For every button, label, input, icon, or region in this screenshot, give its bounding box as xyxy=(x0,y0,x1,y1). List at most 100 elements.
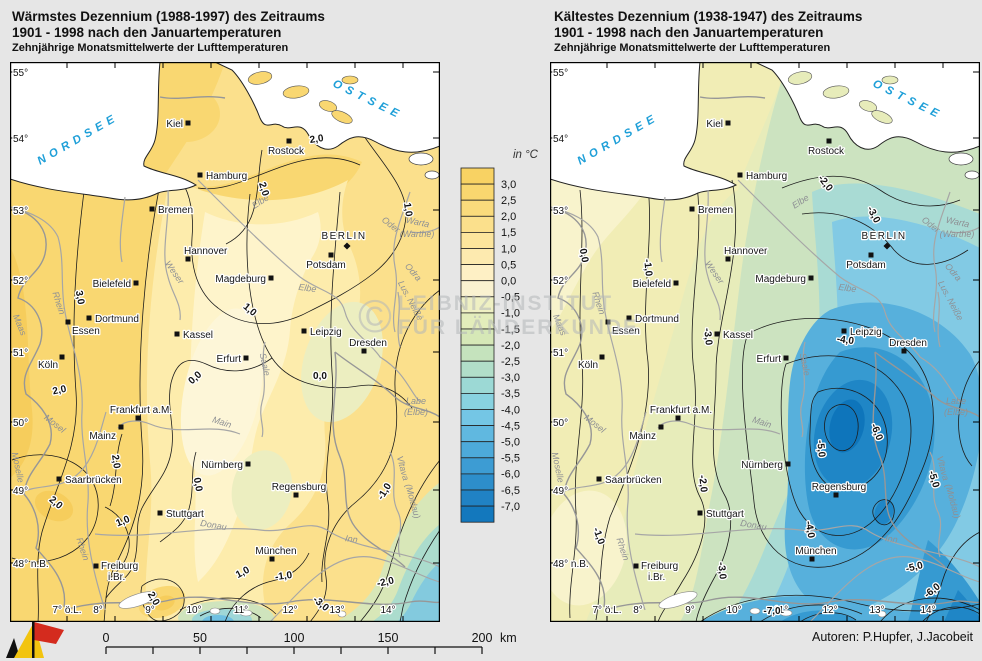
legend-swatch xyxy=(460,473,495,491)
contour-label: -1,0 xyxy=(641,259,654,278)
city-marker xyxy=(675,415,681,421)
city-label: Dresden xyxy=(349,338,387,349)
city-label: Rostock xyxy=(268,146,305,157)
city-marker xyxy=(174,331,180,337)
river-label: Saale xyxy=(798,352,813,377)
city-label: Köln xyxy=(38,360,58,371)
legend-value: 1,0 xyxy=(501,243,516,255)
city-marker xyxy=(808,275,814,281)
legend-swatch xyxy=(460,215,495,233)
latitude-label: 52° xyxy=(553,276,568,287)
longitude-label: 14° xyxy=(920,605,935,616)
legend-value: -7,0 xyxy=(501,501,520,513)
city-label: Stuttgart xyxy=(706,509,744,520)
contour-label: 2,0 xyxy=(109,454,122,470)
city-marker xyxy=(809,556,815,562)
city-label: Kassel xyxy=(183,330,213,341)
legend-swatch xyxy=(460,505,495,523)
map-cold-title-line2: 1901 - 1998 nach den Januartemperaturen xyxy=(554,25,824,40)
city-label: Leipzig xyxy=(850,327,882,338)
legend-value: -0,5 xyxy=(501,292,520,304)
latitude-label: 52° xyxy=(13,276,28,287)
scale-bar: 0 50 100 150 200 km xyxy=(6,622,517,658)
contour-label: 0,0 xyxy=(313,371,327,382)
city-label: Saarbrücken xyxy=(65,475,122,486)
legend-value: -1,0 xyxy=(501,308,520,320)
city-marker xyxy=(59,354,65,360)
city-label: Bielefeld xyxy=(93,279,131,290)
scale-unit: km xyxy=(500,631,517,645)
city-marker xyxy=(343,242,351,250)
latitude-label: 54° xyxy=(13,134,28,145)
legend-value: -6,0 xyxy=(501,469,520,481)
latitude-label: 55° xyxy=(13,68,28,79)
legend-value: 3,0 xyxy=(501,179,516,191)
city-label: Kiel xyxy=(166,119,183,130)
institute-logo xyxy=(6,622,64,658)
city-marker xyxy=(328,252,334,258)
contour-label: 1,0 xyxy=(401,202,414,218)
legend-swatch xyxy=(460,248,495,266)
longitude-label: 14° xyxy=(380,605,395,616)
legend-swatch xyxy=(460,199,495,217)
legend-value: -2,0 xyxy=(501,340,520,352)
river-label: Warta xyxy=(405,215,430,230)
legend: in °C 3,0 2,5 2,0 1,5 1,0 0,5 0,0 -0,5 -1,0 -1,5 -2… xyxy=(460,149,539,523)
river-label: Warta xyxy=(945,215,970,230)
city-label: BERLIN xyxy=(861,231,906,242)
city-label: Frankfurt a.M. xyxy=(110,405,172,416)
legend-swatch xyxy=(460,425,495,443)
city-marker xyxy=(133,280,139,286)
city-label: Saarbrücken xyxy=(605,475,662,486)
city-marker xyxy=(689,206,695,212)
warm-islands xyxy=(247,71,359,124)
legend-swatch xyxy=(460,264,495,282)
longitude-label: 9° xyxy=(145,605,155,616)
city-label-line2: i.Br. xyxy=(108,572,125,583)
river-label: Labe xyxy=(946,396,966,406)
city-marker xyxy=(157,510,163,516)
city-marker xyxy=(901,348,907,354)
legend-value: -6,5 xyxy=(501,485,520,497)
legend-swatch xyxy=(460,457,495,475)
city-marker xyxy=(361,348,367,354)
latitude-label: 51° xyxy=(553,348,568,359)
city-marker xyxy=(149,206,155,212)
scale-number: 0 xyxy=(103,631,110,645)
river-label: Donau xyxy=(740,518,768,532)
city-label: Essen xyxy=(612,326,640,337)
legend-swatch xyxy=(460,441,495,459)
city-label: Dresden xyxy=(889,338,927,349)
contour-label: -4,0 xyxy=(836,334,855,347)
river-label: (Warthe) xyxy=(400,229,435,239)
legend-value: -3,0 xyxy=(501,372,520,384)
city-label: Potsdam xyxy=(846,260,885,271)
city-marker xyxy=(633,563,639,569)
cold-islands xyxy=(787,71,899,124)
city-label: Regensburg xyxy=(812,482,866,493)
city-label: Rostock xyxy=(808,146,845,157)
scale-number: 200 xyxy=(472,631,493,645)
map-cold-subtitle: Zehnjährige Monatsmittelwerte der Luftte… xyxy=(554,42,831,54)
warm-contours xyxy=(11,123,440,622)
map-warm-subtitle: Zehnjährige Monatsmittelwerte der Luftte… xyxy=(12,42,289,54)
city-label: Hamburg xyxy=(746,171,787,182)
city-marker xyxy=(56,476,62,482)
city-marker xyxy=(868,252,874,258)
legend-value: -4,5 xyxy=(501,420,520,432)
latitude-label: 49° xyxy=(13,486,28,497)
city-marker xyxy=(245,461,251,467)
city-label: Erfurt xyxy=(757,354,782,365)
city-marker xyxy=(673,280,679,286)
river-label: Inn xyxy=(885,533,899,545)
city-marker xyxy=(725,120,731,126)
city-label: Magdeburg xyxy=(215,274,266,285)
latitude-label: 50° xyxy=(13,418,28,429)
contour-label: -5,0 xyxy=(814,440,827,459)
contour-label: 3,0 xyxy=(73,290,86,306)
authors-credit: Autoren: P.Hupfer, J.Jacobeit xyxy=(812,630,973,644)
legend-value: -4,0 xyxy=(501,404,520,416)
river-label: (Warthe) xyxy=(940,229,975,239)
legend-swatch xyxy=(460,280,495,298)
